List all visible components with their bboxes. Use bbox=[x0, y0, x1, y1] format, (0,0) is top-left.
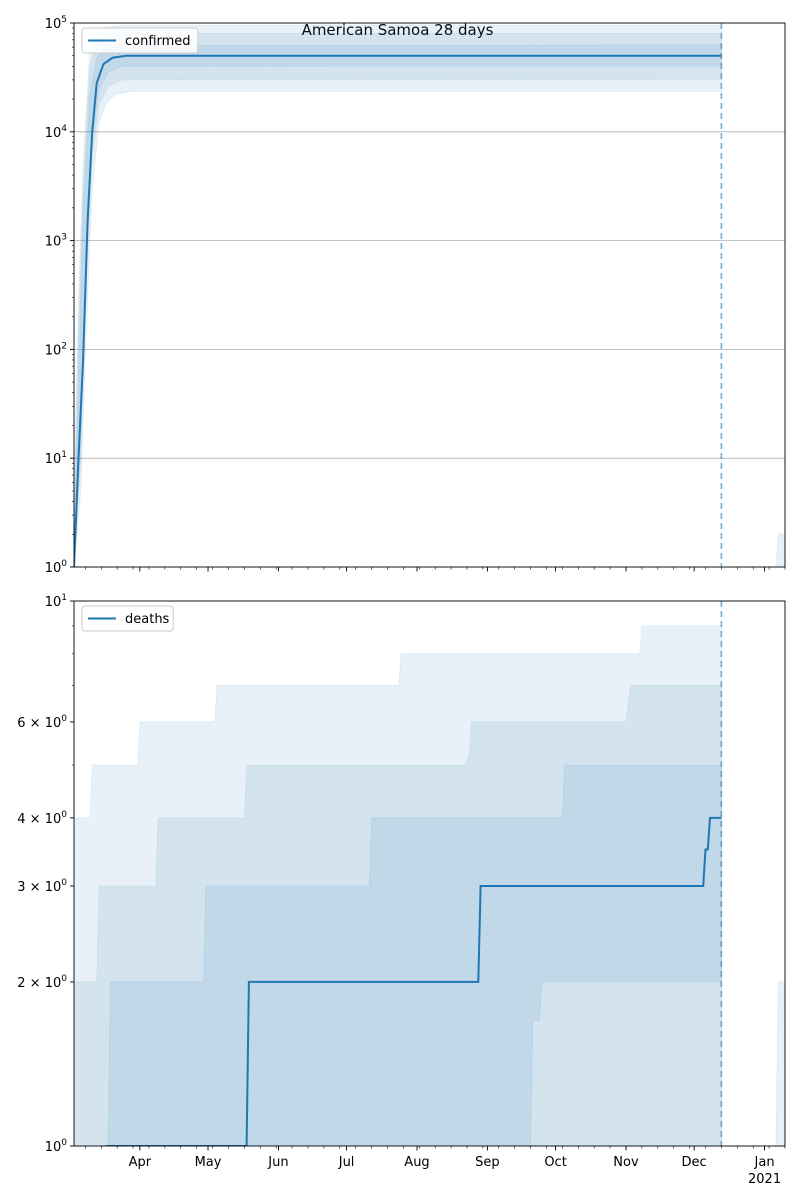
x-tick-label: Jul bbox=[338, 1155, 355, 1170]
y-tick-label: 102 bbox=[45, 341, 67, 358]
confidence-band-4 bbox=[775, 533, 785, 567]
y-tick-label: 101 bbox=[45, 593, 67, 610]
deaths-chart: 100 2 × 100 3 × 100 4 × 100 6 × 100 101 Apr May… bbox=[17, 593, 786, 1187]
x-tick-label: Dec bbox=[682, 1155, 707, 1170]
legend-box bbox=[81, 605, 174, 632]
x-tick-label: Apr bbox=[129, 1155, 152, 1170]
confirmed-chart: 100 101 102 103 104 105 confirmed bbox=[45, 15, 786, 576]
x-tick-label: Sep bbox=[475, 1155, 500, 1170]
y-tick-label: 103 bbox=[45, 233, 67, 250]
legend: deaths bbox=[81, 605, 174, 632]
plot-area bbox=[74, 625, 785, 1146]
axes-frame bbox=[73, 600, 786, 1147]
confidence-band-2 bbox=[74, 684, 722, 1146]
x-tick-label: Oct bbox=[544, 1155, 566, 1170]
x-tick-label: Nov bbox=[613, 1155, 639, 1170]
y-tick-label: 101 bbox=[45, 450, 67, 467]
x-tick-label: May bbox=[195, 1155, 222, 1170]
x-tick-label: Aug bbox=[404, 1155, 429, 1170]
y-tick-label: 6 × 100 bbox=[17, 714, 67, 731]
deaths-line bbox=[105, 816, 722, 1146]
confidence-band-4 bbox=[775, 981, 785, 1146]
y-tick-label: 3 × 100 bbox=[17, 878, 67, 895]
legend-label: confirmed bbox=[125, 34, 191, 49]
confidence-band-3 bbox=[74, 44, 722, 567]
axes-frame bbox=[73, 22, 786, 568]
y-tick-label: 4 × 100 bbox=[17, 810, 67, 827]
legend-label: deaths bbox=[125, 612, 170, 627]
y-tick-label: 2 × 100 bbox=[17, 974, 67, 991]
confirmed-line bbox=[74, 54, 722, 567]
x-tick-sublabel: 2021 bbox=[748, 1172, 781, 1187]
legend-box bbox=[81, 27, 199, 54]
confidence-band-3 bbox=[74, 764, 722, 1146]
plot-area bbox=[74, 24, 785, 567]
x-tick-label: Jan bbox=[754, 1155, 775, 1170]
y-tick-label: 104 bbox=[45, 124, 68, 141]
confidence-band-2 bbox=[74, 33, 722, 567]
y-tick-label: 105 bbox=[45, 15, 67, 32]
y-tick-label: 100 bbox=[45, 559, 68, 576]
x-tick-label: Jun bbox=[267, 1155, 288, 1170]
y-tick-label: 100 bbox=[45, 1138, 68, 1155]
confidence-band-1 bbox=[74, 24, 722, 567]
legend: confirmed bbox=[81, 27, 199, 54]
figure-title: American Samoa 28 days bbox=[301, 21, 494, 39]
